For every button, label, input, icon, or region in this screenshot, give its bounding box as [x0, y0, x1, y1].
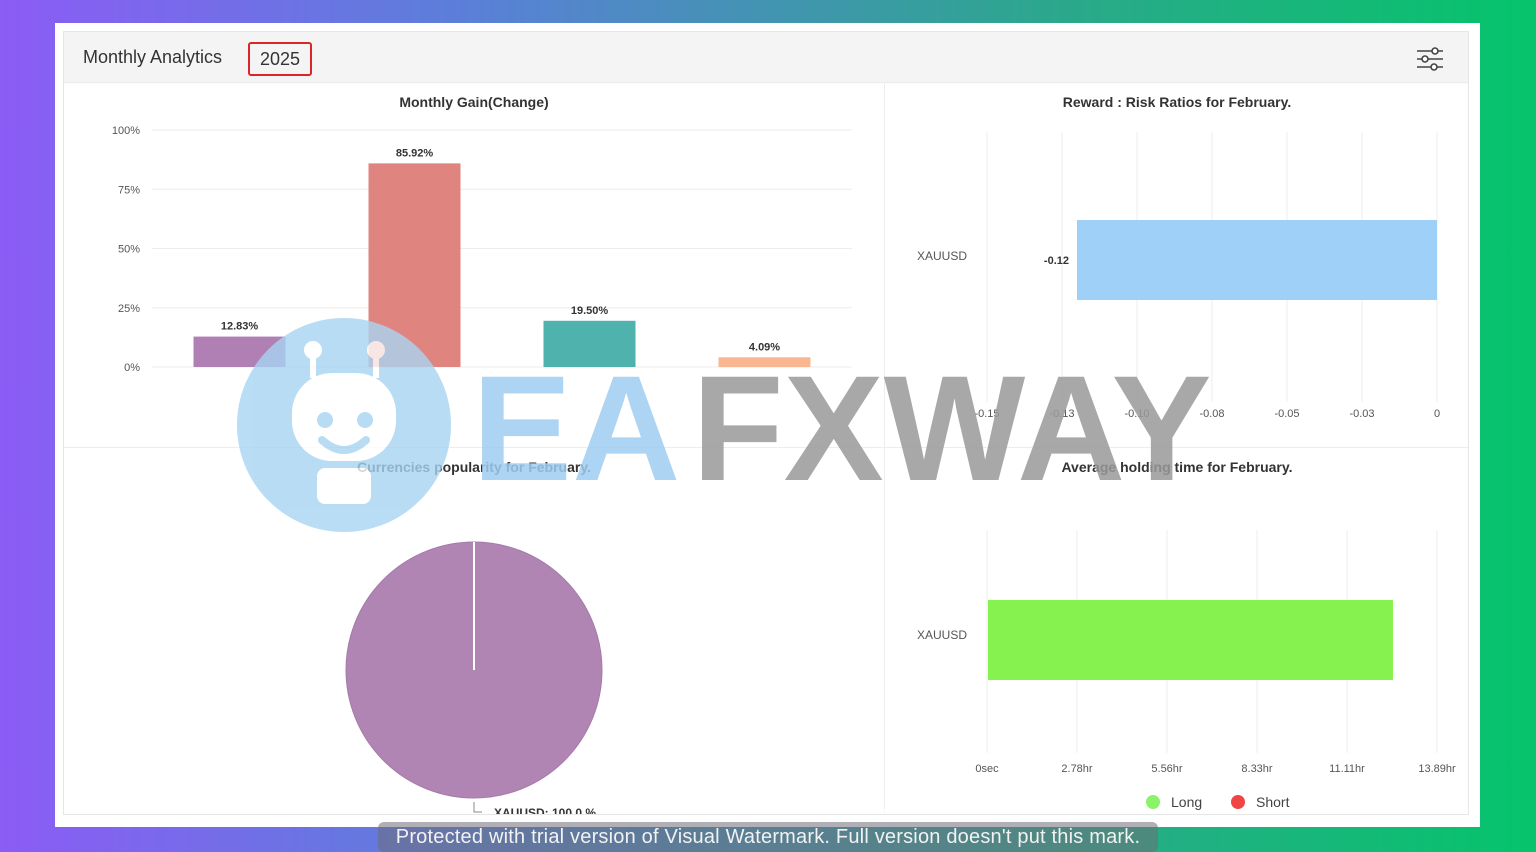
gain-ytick-label: 75% — [118, 184, 140, 196]
horizontal-divider — [64, 447, 1468, 448]
gain-ytick-label: 50% — [118, 244, 140, 256]
holding-xtick-label: 0sec — [975, 763, 999, 775]
gain-data-label: 19.50% — [571, 305, 609, 317]
risk-xtick-label: -0.05 — [1274, 408, 1299, 420]
trial-watermark-banner: Protected with trial version of Visual W… — [378, 822, 1158, 852]
pie-slice-label: XAUUSD: 100.0 % — [494, 806, 596, 814]
holding-bar-long — [988, 600, 1393, 680]
panel-header: Monthly Analytics 2025 — [64, 32, 1468, 83]
gain-ytick-label: 0% — [124, 362, 140, 374]
analytics-card: Monthly Analytics 2025 Monthly — [55, 23, 1480, 827]
holding-xtick-label: 2.78hr — [1061, 763, 1093, 775]
gain-chart-panel: Monthly Gain(Change) 0% 25% 50% 75% 100% 12.8… — [64, 84, 884, 447]
pie-label-connector — [473, 802, 482, 813]
risk-xtick-label: -0.10 — [1124, 408, 1149, 420]
legend-short-label: Short — [1256, 794, 1290, 810]
gain-data-label: 85.92% — [396, 147, 434, 159]
holding-chart-panel: Average holding time for February. 0sec 2… — [885, 448, 1468, 814]
pie-chart-title: Currencies popularity for February. — [357, 459, 591, 475]
gain-data-label: 12.83% — [221, 321, 259, 333]
risk-xtick-label: -0.08 — [1199, 408, 1224, 420]
vertical-divider — [884, 84, 885, 809]
holding-xtick-label: 5.56hr — [1151, 763, 1183, 775]
legend-short-marker — [1231, 795, 1245, 809]
risk-xtick-label: -0.13 — [1049, 408, 1074, 420]
monthly-gain-chart: Monthly Gain(Change) 0% 25% 50% 75% 100% 12.8… — [112, 94, 852, 374]
gain-ytick-label: 100% — [112, 125, 140, 137]
holding-chart-title: Average holding time for February. — [1061, 459, 1292, 475]
analytics-panel: Monthly Analytics 2025 Monthly — [63, 31, 1469, 820]
gain-bar — [718, 357, 811, 367]
gain-data-label: 4.09% — [749, 341, 780, 353]
holding-category-label: XAUUSD — [917, 628, 967, 642]
legend-long-marker — [1146, 795, 1160, 809]
gain-chart-title: Monthly Gain(Change) — [399, 94, 548, 110]
holding-xtick-label: 11.11hr — [1329, 763, 1365, 775]
risk-xtick-label: -0.03 — [1349, 408, 1374, 420]
year-selector[interactable]: 2025 — [248, 42, 312, 76]
holding-time-chart: Average holding time for February. 0sec 2… — [917, 459, 1456, 810]
risk-bar — [1077, 220, 1437, 300]
gain-bar — [193, 336, 286, 367]
page-title: Monthly Analytics — [83, 47, 223, 67]
risk-data-label: -0.12 — [1044, 255, 1069, 267]
currencies-pie-chart: Currencies popularity for February. XAUU… — [345, 459, 603, 820]
reward-risk-chart: Reward : Risk Ratios for February. -0.15… — [917, 94, 1440, 420]
risk-chart-panel: Reward : Risk Ratios for February. -0.15… — [885, 84, 1468, 447]
risk-category-label: XAUUSD — [917, 249, 967, 263]
risk-xtick-label: 0 — [1434, 408, 1440, 420]
risk-chart-title: Reward : Risk Ratios for February. — [1063, 94, 1291, 110]
sliders-icon[interactable] — [1416, 46, 1444, 72]
holding-xtick-label: 8.33hr — [1241, 763, 1273, 775]
holding-xtick-label: 13.89hr — [1418, 763, 1456, 775]
gain-bar — [543, 320, 636, 367]
pie-chart-panel: Currencies popularity for February. XAUU… — [64, 448, 884, 820]
legend-long-label: Long — [1171, 794, 1202, 810]
risk-xtick-label: -0.15 — [974, 408, 999, 420]
gain-ytick-label: 25% — [118, 303, 140, 315]
gain-bar — [368, 163, 461, 367]
